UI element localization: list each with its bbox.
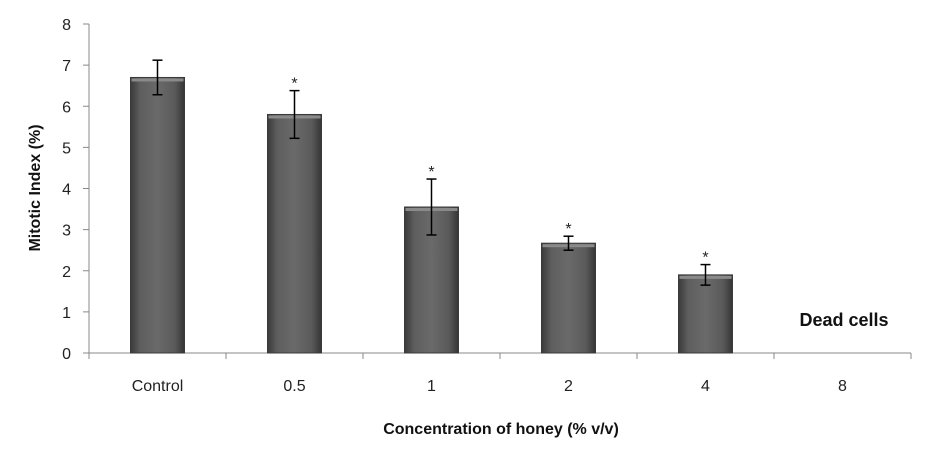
y-tick-label: 4 — [62, 182, 71, 199]
x-tick-label: 1 — [427, 378, 436, 395]
x-tick-label: Control — [132, 378, 184, 395]
bar-0.5 — [267, 113, 322, 354]
significance-asterisk: * — [428, 164, 434, 181]
x-axis: Control 0.5 1 2 4 8 — [88, 352, 912, 395]
y-tick-label: 8 — [62, 17, 71, 34]
y-tick-label: 1 — [62, 305, 71, 322]
significance-asterisk: * — [291, 76, 297, 93]
significance-asterisk: * — [565, 221, 571, 238]
bar-Control — [130, 76, 185, 354]
dead-cells-annotation: Dead cells — [799, 310, 888, 330]
y-tick-label: 6 — [62, 99, 71, 116]
bars — [130, 76, 733, 354]
significance-markers: * * * * — [291, 76, 708, 267]
bar-2 — [541, 242, 596, 354]
x-tick-label: 8 — [838, 378, 847, 395]
significance-asterisk: * — [702, 250, 708, 267]
error-bars — [152, 59, 711, 286]
y-axis: 0 1 2 3 4 5 6 7 8 — [62, 17, 90, 363]
y-tick-label: 7 — [62, 58, 71, 75]
bar-4 — [678, 274, 733, 354]
x-tick-label: 0.5 — [283, 378, 305, 395]
y-tick-label: 0 — [62, 346, 71, 363]
y-tick-label: 2 — [62, 264, 71, 281]
x-tick-label: 4 — [701, 378, 710, 395]
y-tick-label: 5 — [62, 140, 71, 157]
y-axis-title: Mitotic Index (%) — [27, 124, 44, 251]
x-tick-label: 2 — [564, 378, 573, 395]
x-axis-title: Concentration of honey (% v/v) — [383, 421, 619, 438]
y-tick-label: 3 — [62, 223, 71, 240]
